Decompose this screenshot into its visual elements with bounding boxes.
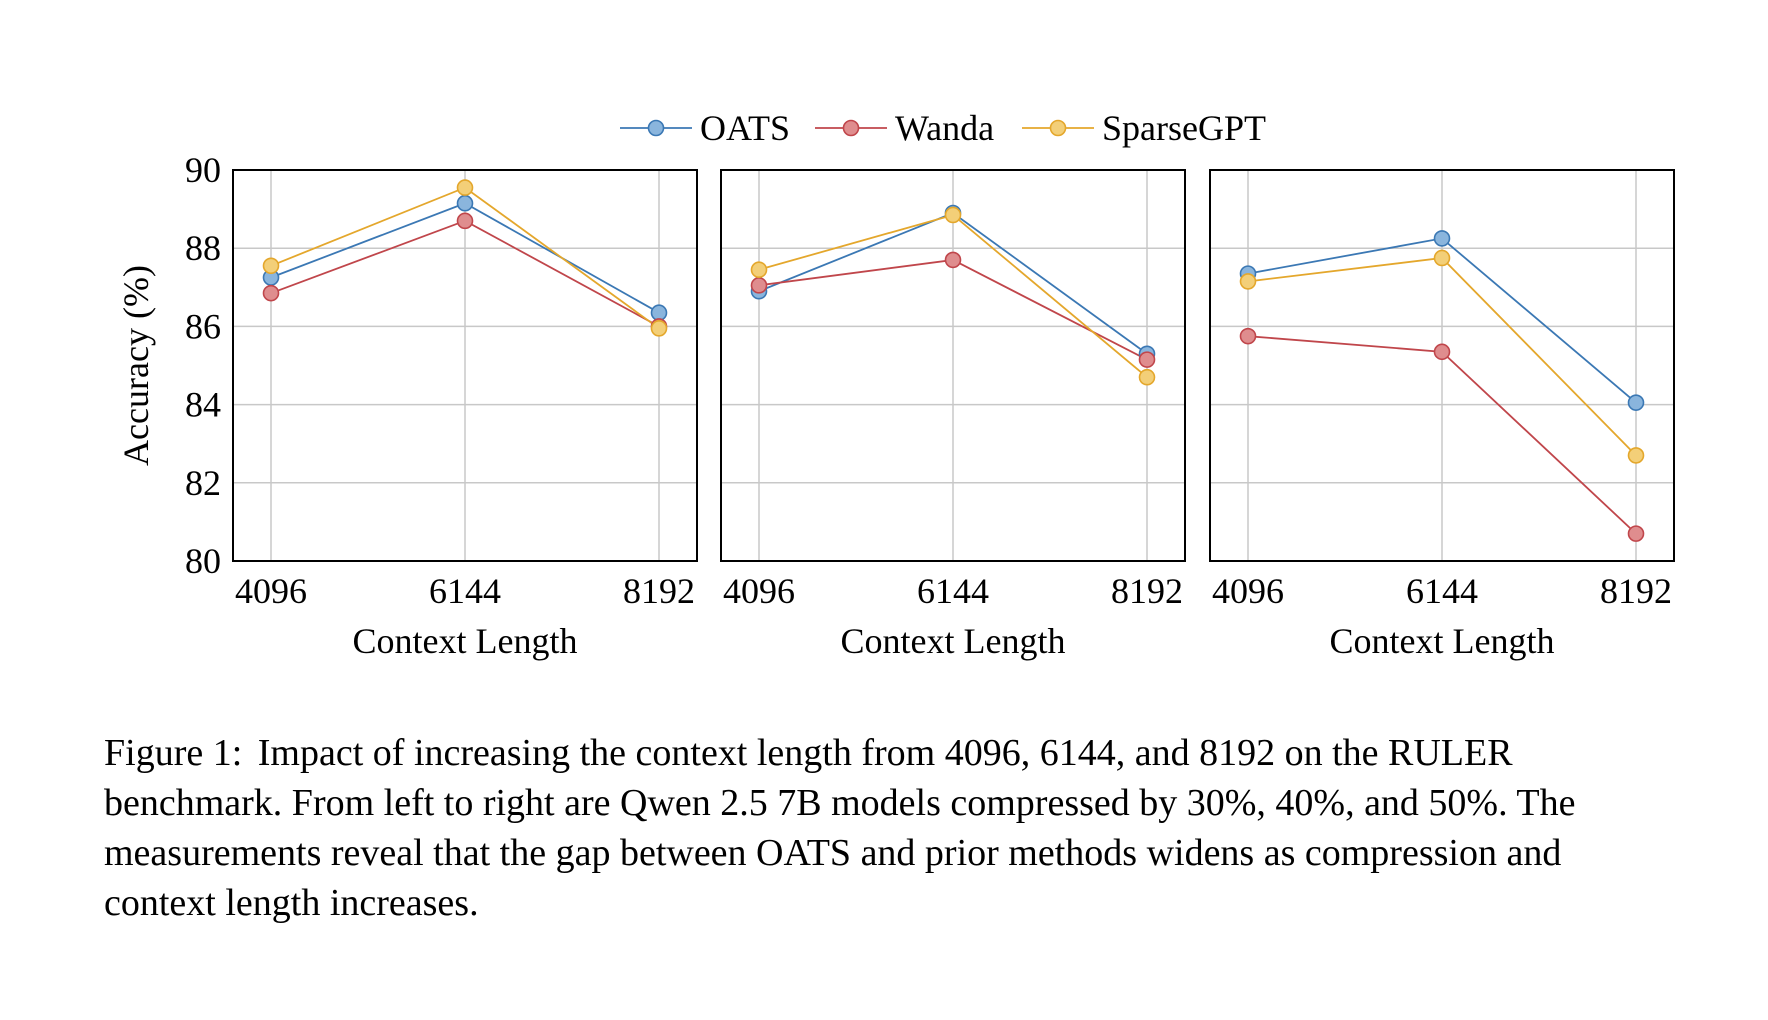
x-axis-label: Context Length <box>353 621 578 661</box>
chart-panel-3: 4096 6144 8192 Context Length <box>1209 169 1675 661</box>
x-tick-label: 6144 <box>917 571 989 611</box>
x-axis-label: Context Length <box>1330 621 1555 661</box>
x-tick-label: 8192 <box>623 571 695 611</box>
x-tick-label: 4096 <box>1212 571 1284 611</box>
legend-entry-wanda: Wanda <box>815 108 994 148</box>
plot-frame <box>720 169 1186 562</box>
legend-swatch-marker <box>647 119 665 137</box>
legend: OATS Wanda SparseGPT <box>620 108 1266 148</box>
data-point-wanda <box>456 212 474 230</box>
x-tick-label: 6144 <box>1406 571 1478 611</box>
plot-frame <box>1209 169 1675 562</box>
legend-label: OATS <box>700 108 790 148</box>
legend-label: SparseGPT <box>1102 108 1266 148</box>
legend-swatch-marker <box>842 119 860 137</box>
data-point-oats <box>456 194 474 212</box>
data-point-wanda <box>750 277 768 294</box>
data-point-sparsegpt <box>750 261 768 279</box>
data-point-wanda <box>262 284 280 302</box>
x-tick-label: 4096 <box>235 571 307 611</box>
y-tick-label: 82 <box>185 463 221 503</box>
caption-text: Impact of increasing the context length … <box>104 732 1576 924</box>
legend-entry-sparsegpt: SparseGPT <box>1022 108 1266 148</box>
x-tick-label: 8192 <box>1600 571 1672 611</box>
x-tick-label: 8192 <box>1111 571 1183 611</box>
data-point-oats <box>1627 394 1645 411</box>
data-point-sparsegpt <box>944 206 962 224</box>
data-point-sparsegpt <box>1433 249 1451 267</box>
data-point-wanda <box>1138 351 1156 368</box>
y-tick-label: 86 <box>185 306 221 346</box>
data-point-wanda <box>1433 343 1451 361</box>
data-point-oats <box>650 304 668 322</box>
data-point-oats <box>1433 230 1451 247</box>
caption-label: Figure 1: <box>104 732 243 774</box>
data-point-wanda <box>944 251 962 269</box>
chart-panel-1: 80 82 84 86 88 90 4096 6144 8192 Context Length Ac… <box>116 150 698 661</box>
figure-caption: Figure 1: Impact of increasing the conte… <box>104 728 1664 928</box>
legend-entry-oats: OATS <box>620 108 790 148</box>
plot-frame <box>232 169 698 562</box>
chart-panel-2: 4096 6144 8192 Context Length <box>720 169 1186 661</box>
y-tick-label: 80 <box>185 541 221 581</box>
x-tick-label: 4096 <box>723 571 795 611</box>
chart-panels: 80 82 84 86 88 90 4096 6144 8192 Context Length Ac… <box>116 150 1675 661</box>
legend-swatch-marker <box>1049 119 1067 137</box>
data-point-sparsegpt <box>262 257 280 275</box>
data-point-sparsegpt <box>1239 273 1257 290</box>
y-axis-label: Accuracy (%) <box>116 265 156 466</box>
x-tick-label: 6144 <box>429 571 501 611</box>
y-tick-label: 90 <box>185 150 221 190</box>
figure: OATS Wanda SparseGPT 80 82 84 86 88 90 4096 6144 8… <box>116 108 1675 661</box>
data-point-sparsegpt <box>456 179 474 196</box>
data-point-sparsegpt <box>650 320 668 337</box>
data-point-sparsegpt <box>1627 447 1645 464</box>
y-tick-label: 84 <box>185 385 221 425</box>
data-point-wanda <box>1239 327 1257 345</box>
legend-label: Wanda <box>895 108 994 148</box>
y-tick-label: 88 <box>185 228 221 268</box>
data-point-sparsegpt <box>1138 368 1156 386</box>
data-point-wanda <box>1627 525 1645 542</box>
x-axis-label: Context Length <box>841 621 1066 661</box>
